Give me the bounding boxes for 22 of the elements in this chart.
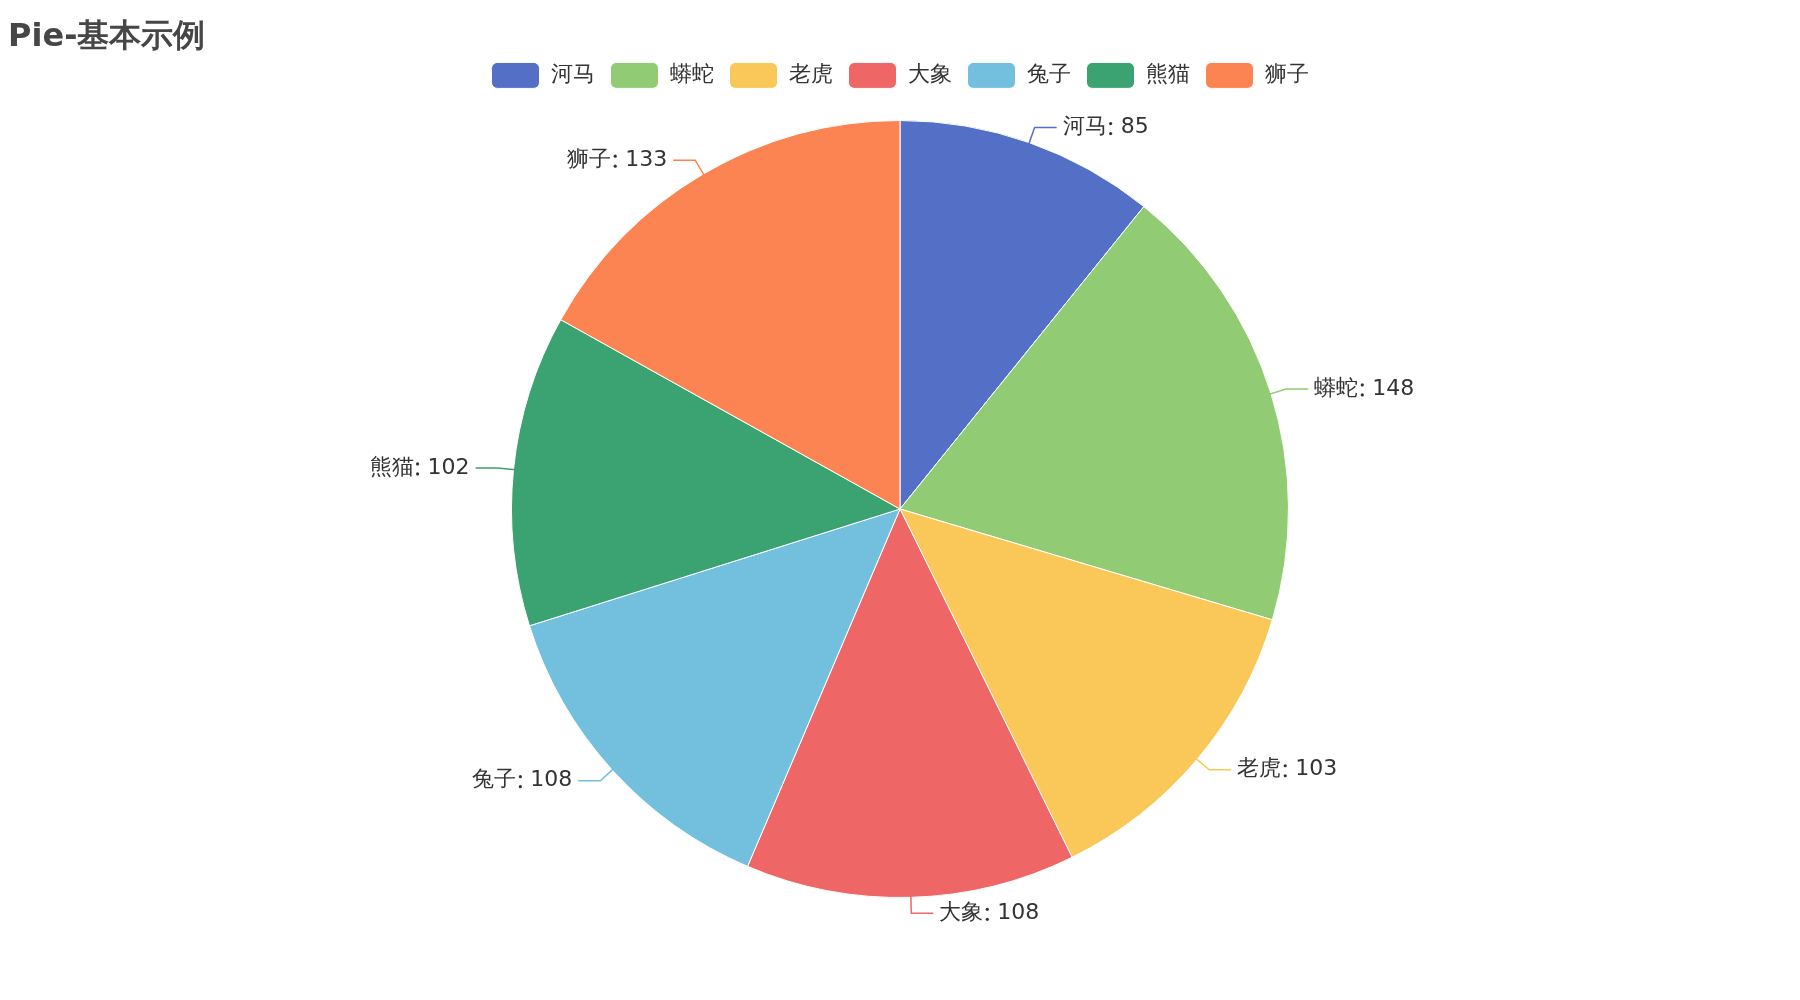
slice-label: 狮子 <box>567 145 612 171</box>
data-label: 133 <box>625 145 668 171</box>
slice-label: 兔子 <box>472 766 517 792</box>
data-label: 102 <box>427 453 470 479</box>
slice-label: 河马 <box>1062 113 1107 139</box>
legend-label: 大象 <box>907 61 952 87</box>
legend-label: 熊猫 <box>1145 61 1190 87</box>
legend-label: 兔子 <box>1026 61 1071 87</box>
legend-label: 狮子 <box>1264 61 1309 87</box>
legend-label: 河马 <box>550 61 595 87</box>
slice-label: 熊猫 <box>369 453 414 479</box>
data-label: 148 <box>1372 374 1415 400</box>
data-label: 108 <box>530 766 573 792</box>
data-label: 108 <box>997 899 1040 925</box>
legend-label: 老虎 <box>788 61 833 87</box>
legend-label: 蟒蛇 <box>669 61 714 87</box>
data-label: 85 <box>1120 113 1149 139</box>
slice-label: 大象 <box>939 899 984 925</box>
data-label: 103 <box>1295 755 1338 781</box>
slice-label: 老虎 <box>1237 755 1282 781</box>
text: Pie-基本示例 <box>8 15 206 54</box>
slice-label: 蟒蛇 <box>1314 374 1359 400</box>
